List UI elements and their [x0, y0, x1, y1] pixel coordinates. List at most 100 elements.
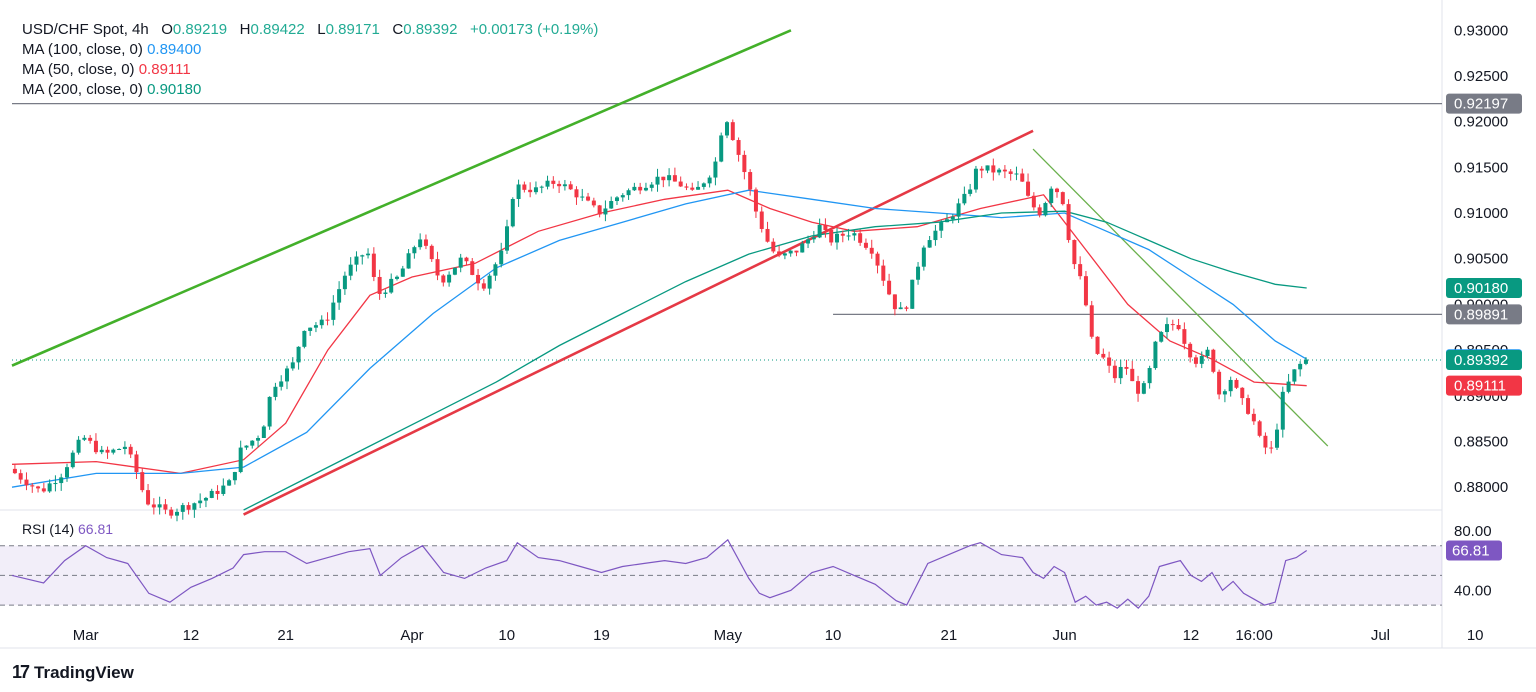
candle-body	[771, 241, 776, 252]
price-badge-label: 0.89392	[1454, 352, 1508, 369]
indicator-ma200[interactable]: MA (200, close, 0) 0.90180	[22, 80, 598, 100]
trendline	[243, 129, 1034, 516]
price-tick-label: 0.93000	[1454, 22, 1508, 39]
candle-body	[36, 486, 41, 489]
candle-body	[672, 175, 677, 182]
rsi-value: 66.81	[78, 521, 114, 537]
candle-body	[522, 184, 527, 190]
candle-body	[1298, 363, 1303, 370]
candle-body	[586, 196, 591, 201]
rsi-legend[interactable]: RSI (14) 66.81	[22, 521, 113, 537]
symbol-title[interactable]: USD/CHF Spot, 4h	[22, 21, 149, 38]
candle-body	[881, 265, 886, 281]
candle-body	[574, 189, 579, 198]
candle-body	[1141, 383, 1146, 394]
candle-body	[1199, 356, 1204, 364]
candle-body	[198, 500, 203, 504]
candle-body	[493, 264, 498, 276]
candle-body	[1095, 336, 1100, 354]
candle-body	[227, 480, 232, 486]
candle-body	[1211, 349, 1216, 372]
candle-body	[748, 172, 753, 190]
candle-body	[1292, 369, 1297, 382]
candle-body	[1228, 379, 1233, 392]
time-tick-label: 21	[940, 627, 957, 644]
candle-body	[580, 196, 585, 198]
candle-body	[736, 140, 741, 155]
tradingview-logo[interactable]: 17 TradingView	[12, 662, 134, 683]
candle-body	[441, 275, 446, 283]
high-value: 0.89422	[250, 21, 305, 38]
candle-body	[1060, 192, 1065, 205]
close-label: C	[392, 21, 404, 38]
candle-body	[840, 233, 845, 236]
candle-body	[1147, 368, 1152, 384]
price-badge-label: 0.89891	[1454, 306, 1508, 323]
candle-body	[128, 446, 133, 455]
candle-body	[499, 250, 504, 265]
candle-body	[406, 253, 411, 269]
candle-body	[70, 452, 75, 468]
candle-body	[1078, 264, 1083, 277]
candle-body	[209, 490, 214, 498]
time-tick-label: 21	[277, 627, 294, 644]
candle-body	[626, 190, 631, 196]
candle-body	[140, 472, 145, 491]
price-tick-label: 0.92000	[1454, 114, 1508, 131]
candle-body	[759, 211, 764, 229]
candle-body	[313, 325, 318, 328]
candle-body	[1275, 429, 1279, 448]
candle-body	[1008, 171, 1013, 174]
change-value: +0.00173 (+0.19%)	[469, 21, 599, 38]
time-tick-label: 12	[1183, 627, 1200, 644]
candle-body	[921, 247, 926, 267]
candle-body	[1101, 353, 1106, 358]
indicator-ma100[interactable]: MA (100, close, 0) 0.89400	[22, 40, 598, 60]
candle-body	[615, 197, 619, 202]
price-badge-label: 0.89111	[1454, 378, 1506, 395]
price-badge	[1446, 277, 1522, 298]
candle-body	[852, 233, 857, 236]
candle-body	[169, 509, 174, 516]
candle-body	[985, 165, 990, 171]
candle-body	[1130, 368, 1135, 382]
candle-body	[1124, 366, 1129, 369]
candle-body	[609, 201, 614, 209]
candle-body	[730, 122, 735, 141]
candle-body	[331, 302, 336, 320]
candle-body	[325, 319, 330, 321]
candle-body	[545, 180, 550, 187]
candle-body	[690, 187, 695, 190]
rsi-tick-label: 80.00	[1454, 523, 1492, 540]
candle-body	[782, 253, 787, 256]
candle-body	[117, 449, 122, 451]
candle-body	[678, 181, 683, 187]
candle-body	[835, 233, 839, 243]
candle-body	[777, 251, 782, 256]
candle-body	[400, 268, 405, 277]
candle-body	[1020, 173, 1025, 182]
candle-body	[968, 189, 973, 194]
ma50-value: 0.89111	[138, 61, 191, 78]
candle-body	[557, 183, 562, 187]
indicator-ma50[interactable]: MA (50, close, 0) 0.89111	[22, 60, 598, 80]
candle-body	[238, 447, 243, 473]
candle-body	[713, 161, 718, 178]
time-tick-label: May	[714, 627, 743, 644]
candle-body	[892, 294, 897, 310]
candle-body	[788, 250, 793, 254]
candle-body	[939, 222, 944, 231]
candle-body	[638, 186, 643, 191]
candle-body	[620, 195, 625, 198]
candle-body	[76, 439, 81, 453]
high-label: H	[239, 21, 251, 38]
candle-body	[146, 490, 151, 505]
candle-body	[794, 250, 799, 253]
open-label: O	[161, 21, 173, 38]
candle-body	[719, 135, 724, 162]
candle-body	[244, 445, 249, 448]
price-badge	[1446, 375, 1522, 396]
candle-body	[1083, 276, 1088, 306]
candle-body	[510, 198, 515, 227]
